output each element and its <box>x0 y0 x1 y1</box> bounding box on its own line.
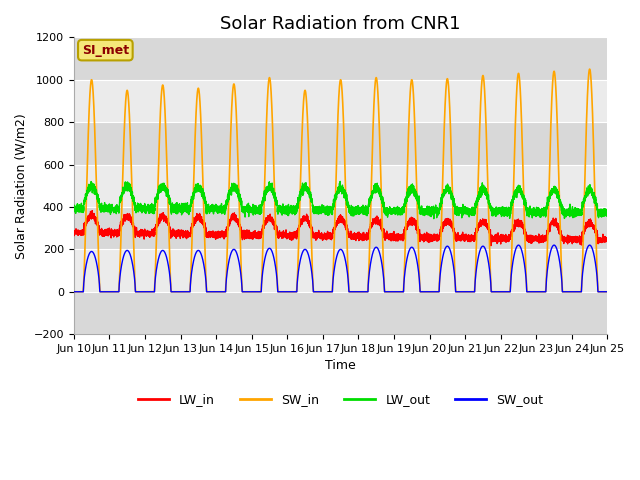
Bar <box>74 37 607 80</box>
Text: SI_met: SI_met <box>82 44 129 57</box>
Legend: LW_in, SW_in, LW_out, SW_out: LW_in, SW_in, LW_out, SW_out <box>132 388 548 411</box>
Bar <box>74 165 607 207</box>
Bar <box>74 207 607 249</box>
Bar <box>74 292 607 334</box>
Y-axis label: Solar Radiation (W/m2): Solar Radiation (W/m2) <box>15 113 28 259</box>
Bar <box>74 122 607 165</box>
Bar <box>74 80 607 122</box>
Title: Solar Radiation from CNR1: Solar Radiation from CNR1 <box>220 15 461 33</box>
X-axis label: Time: Time <box>325 360 356 372</box>
Bar <box>74 249 607 292</box>
